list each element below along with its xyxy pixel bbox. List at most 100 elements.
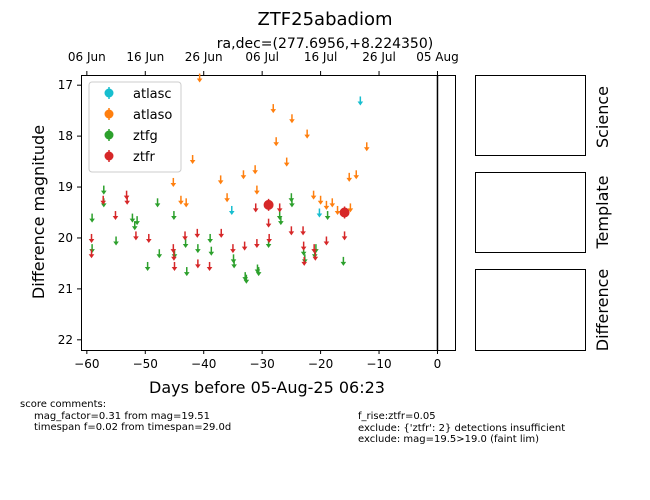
- y-tick-label: 18: [58, 129, 73, 143]
- y-tick-label: 17: [58, 78, 73, 92]
- top-tick-label: 26 Jul: [362, 50, 396, 64]
- limit-arrow: [341, 236, 348, 241]
- top-tick-label: 26 Jun: [185, 50, 223, 64]
- ztfr-upper-limit: [300, 241, 307, 251]
- limit-arrow: [230, 249, 236, 254]
- plot-area: [81, 75, 456, 351]
- limit-arrow: [273, 142, 279, 147]
- limit-arrow: [346, 177, 353, 182]
- legend-entry-ztfg: ztfg: [104, 129, 158, 144]
- atlaso-upper-limit: [353, 170, 360, 180]
- limit-arrow: [270, 109, 277, 114]
- ztfr-upper-limit: [230, 244, 236, 254]
- y-tick-label: 20: [58, 231, 73, 245]
- atlaso-upper-limit: [323, 200, 330, 210]
- legend-entry-atlaso: atlaso: [104, 108, 172, 123]
- y-tick-label: 22: [58, 333, 73, 347]
- top-tick-label: 16 Jul: [304, 50, 338, 64]
- difference-panel: [475, 269, 586, 351]
- limit-arrow: [288, 231, 295, 236]
- atlaso-upper-limit: [347, 203, 354, 213]
- template-panel: [475, 172, 586, 253]
- limit-arrow: [301, 261, 308, 266]
- limit-arrow: [144, 266, 151, 271]
- ztfr-upper-limit: [124, 195, 130, 205]
- top-tick-label: 05 Aug: [416, 50, 459, 64]
- ztfg-upper-limit: [243, 274, 250, 284]
- x-tick-label: −30: [249, 357, 274, 371]
- limit-arrow: [231, 264, 237, 269]
- atlaso-upper-limit: [289, 114, 295, 124]
- axes: −60 −50 −40 −30 −20 −10 0 06 Jun 16 Jun 26 Jun 06 …: [58, 50, 459, 371]
- limit-arrow: [340, 261, 347, 266]
- ztfr-upper-limit: [218, 228, 225, 238]
- science-panel: [475, 75, 586, 156]
- legend-entry-atlasc: atlasc: [104, 87, 172, 102]
- atlaso-upper-limit: [310, 190, 317, 200]
- chart-subtitle: ra,dec=(277.6956,+8.224350): [217, 36, 433, 52]
- atlaso-upper-limit: [270, 104, 277, 114]
- ztfr-upper-limit: [100, 195, 107, 205]
- limit-arrow: [195, 264, 201, 269]
- ztfg-upper-limit: [278, 216, 284, 226]
- score-comments-header: score comments:: [20, 399, 107, 410]
- atlaso-upper-limit: [196, 73, 203, 83]
- legend-marker: [104, 130, 114, 140]
- ztfr-detection: [263, 198, 274, 211]
- atlaso-upper-limit: [224, 193, 230, 203]
- limit-arrow: [240, 175, 247, 180]
- detection-point: [339, 207, 350, 218]
- limit-arrow: [124, 200, 130, 205]
- atlaso-upper-limit: [240, 170, 247, 180]
- atlasc-upper-limit: [316, 208, 323, 218]
- right-comment-3: exclude: mag=19.5>19.0 (faint lim): [358, 434, 540, 445]
- ztfg-upper-limit: [324, 211, 331, 221]
- atlaso-upper-limit: [346, 172, 353, 182]
- atlaso-upper-limit: [254, 185, 260, 195]
- limit-arrow: [353, 175, 360, 180]
- limit-arrow: [194, 233, 201, 238]
- ztfr-upper-limit: [171, 251, 177, 261]
- limit-arrow: [324, 216, 331, 221]
- limit-arrow: [100, 200, 107, 205]
- limit-arrow: [278, 221, 284, 226]
- legend-marker: [104, 151, 114, 161]
- ztfg-upper-limit: [154, 198, 161, 208]
- ztfr-upper-limit: [133, 231, 139, 241]
- limit-arrow: [304, 134, 310, 139]
- x-axis-label: Days before 05-Aug-25 06:23: [149, 378, 385, 397]
- top-tick-label: 16 Jun: [126, 50, 164, 64]
- atlaso-upper-limit: [252, 165, 258, 175]
- ztfr-upper-limit: [171, 261, 178, 271]
- ztfg-upper-limit: [156, 249, 163, 259]
- limit-arrow: [363, 147, 370, 152]
- atlaso-upper-limit: [304, 129, 310, 139]
- limit-arrow: [276, 216, 283, 221]
- limit-arrow: [170, 182, 177, 187]
- limit-arrow: [189, 160, 196, 165]
- limit-arrow: [300, 246, 307, 251]
- ztfr-upper-limit: [195, 259, 201, 269]
- limit-arrow: [276, 208, 283, 213]
- legend-label: ztfr: [133, 150, 155, 165]
- chart-title: ZTF25abadiom: [257, 9, 392, 30]
- legend-marker: [104, 88, 114, 98]
- limit-arrow: [300, 251, 307, 256]
- ztfr-upper-limit: [112, 211, 119, 221]
- limit-arrow: [171, 256, 177, 261]
- limit-arrow: [195, 249, 201, 254]
- ztfg-upper-limit: [113, 236, 119, 246]
- ztfr-upper-limit: [254, 239, 260, 249]
- image-panels: Science Template Difference: [475, 75, 612, 351]
- ztfr-detection: [339, 206, 350, 219]
- ztfr-upper-limit: [311, 244, 317, 254]
- ztfg-upper-limit: [255, 267, 262, 277]
- atlasc-upper-limit: [357, 96, 364, 106]
- ztfg-upper-limit: [289, 198, 295, 208]
- legend-entry-ztfr: ztfr: [104, 150, 155, 165]
- ztfr-upper-limit: [341, 231, 348, 241]
- legend-label: atlasc: [133, 87, 172, 102]
- ztfr-upper-limit: [288, 226, 295, 236]
- limit-arrow: [252, 170, 258, 175]
- limit-arrow: [145, 238, 152, 243]
